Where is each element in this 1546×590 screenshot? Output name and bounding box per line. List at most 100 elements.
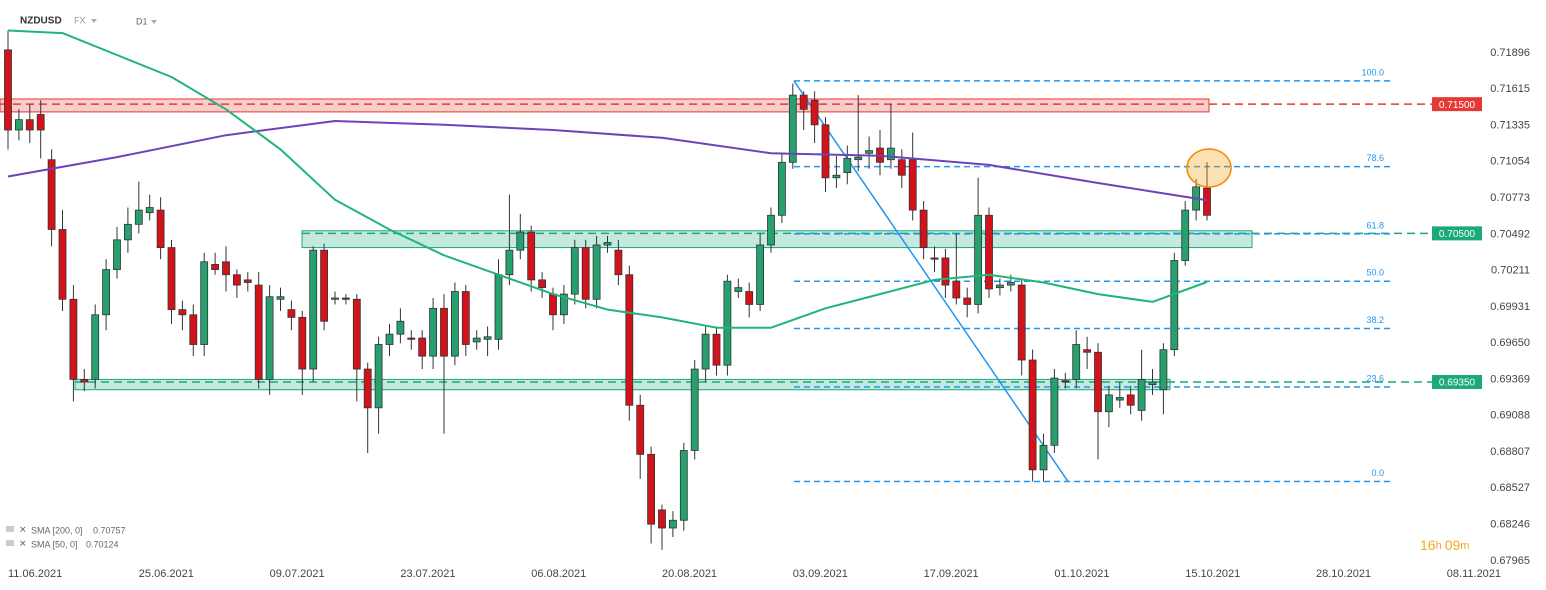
candle-body xyxy=(778,161,786,216)
candle-body xyxy=(1126,394,1135,406)
x-tick-label: 28.10.2021 xyxy=(1316,568,1371,580)
candle-body xyxy=(91,314,100,380)
candle-body xyxy=(69,298,78,380)
timeframe[interactable]: D1 xyxy=(136,16,148,26)
candle-body xyxy=(418,337,427,357)
candle-body xyxy=(1028,359,1037,471)
candle-body xyxy=(897,159,906,176)
candle-body xyxy=(756,244,765,305)
candle-body xyxy=(1148,381,1157,385)
candle-body xyxy=(745,291,754,305)
candle-body xyxy=(516,231,525,251)
candle-body xyxy=(58,229,67,300)
x-tick-label: 17.09.2021 xyxy=(924,568,979,580)
y-tick-label: 0.71054 xyxy=(1490,156,1530,168)
y-tick-label: 0.70773 xyxy=(1490,192,1530,204)
moving-averages xyxy=(7,29,1208,329)
candle-body xyxy=(538,279,547,289)
fib-label: 38.2 xyxy=(1366,315,1384,325)
candle-body xyxy=(810,99,819,126)
level-tag xyxy=(1432,226,1482,241)
legend-icon[interactable] xyxy=(6,526,14,532)
candle-body xyxy=(614,249,623,276)
candle-body xyxy=(843,158,852,174)
y-tick-label: 0.67965 xyxy=(1490,555,1530,567)
candle-body xyxy=(1105,394,1113,413)
candle-body xyxy=(658,509,666,529)
legend-close[interactable]: ✕ xyxy=(19,524,27,534)
candle-body xyxy=(1017,284,1026,361)
legend-close[interactable]: ✕ xyxy=(19,538,27,548)
candle-body xyxy=(1170,260,1179,351)
candle-body xyxy=(549,293,557,316)
candle-body xyxy=(1083,349,1092,353)
y-tick-label: 0.71335 xyxy=(1490,119,1530,131)
candle-body xyxy=(527,231,536,281)
x-tick-label: 23.07.2021 xyxy=(400,568,455,580)
candle-body xyxy=(36,114,45,131)
candle-body xyxy=(134,209,143,225)
candle-body xyxy=(472,337,481,343)
candle-body xyxy=(102,269,111,316)
candle-body xyxy=(952,280,961,299)
y-tick-label: 0.71896 xyxy=(1490,47,1530,59)
fib-label: 100.0 xyxy=(1361,67,1384,77)
dropdown-arrow[interactable] xyxy=(91,19,97,23)
candle-body xyxy=(222,261,230,276)
x-axis: 11.06.2021 25.06.2021 09.07.2021 23.07.2021… xyxy=(8,568,1501,580)
legend-value: 0.70124 xyxy=(86,539,119,549)
dropdown-arrow[interactable] xyxy=(151,20,157,24)
candle-body xyxy=(679,450,688,521)
countdown-minutes: 09 xyxy=(1445,537,1461,553)
candle-body xyxy=(407,337,416,340)
candle-body xyxy=(113,239,121,270)
candle-body xyxy=(996,284,1004,289)
candle-body xyxy=(788,94,797,163)
legend-icon[interactable] xyxy=(6,540,14,546)
fib-label: 0.0 xyxy=(1371,468,1384,478)
candle-body xyxy=(363,368,372,409)
y-tick-label: 0.68246 xyxy=(1490,519,1530,531)
candle-body xyxy=(396,320,405,335)
highlight-circle xyxy=(1186,148,1232,188)
candle-body xyxy=(592,244,601,300)
candle-body xyxy=(429,307,438,357)
candle-body xyxy=(309,249,318,370)
candle-body xyxy=(821,124,830,179)
candle-body xyxy=(647,453,656,525)
x-tick-label: 20.08.2021 xyxy=(662,568,717,580)
candle-body xyxy=(1115,397,1124,401)
countdown-unit: m xyxy=(1460,540,1469,552)
zone xyxy=(0,98,1210,113)
countdown: 16h 09m xyxy=(1420,537,1469,553)
fibonacci: 100.0 78.6 61.8 50.0 38.2 23.6 0.0 xyxy=(793,67,1392,483)
candles xyxy=(4,30,1211,550)
fib-label: 23.6 xyxy=(1366,373,1384,383)
candle-body xyxy=(974,214,983,305)
market: FX xyxy=(74,15,86,25)
symbol[interactable]: NZDUSD xyxy=(20,16,62,27)
level-label: 0.69350 xyxy=(1439,378,1476,389)
zone xyxy=(74,378,1171,391)
legend-label: SMA [200, 0] xyxy=(31,525,83,535)
x-tick-label: 09.07.2021 xyxy=(270,568,325,580)
candle-body xyxy=(581,247,590,300)
candle-body xyxy=(298,316,307,370)
candle-body xyxy=(25,119,34,131)
y-tick-label: 0.70211 xyxy=(1491,265,1530,277)
y-tick-label: 0.68807 xyxy=(1490,446,1530,458)
y-axis: 0.71896 0.71615 0.71335 0.71054 0.70773 0.704… xyxy=(1490,47,1530,567)
candle-body xyxy=(451,291,459,357)
candle-body xyxy=(570,247,579,295)
fib-label: 61.8 xyxy=(1366,220,1384,230)
y-tick-label: 0.71615 xyxy=(1490,83,1530,95)
y-tick-label: 0.70492 xyxy=(1490,228,1530,240)
candle-body xyxy=(331,297,339,300)
y-tick-label: 0.69650 xyxy=(1490,337,1530,349)
candle-body xyxy=(265,296,274,380)
candle-body xyxy=(178,309,187,316)
x-tick-label: 11.06.2021 xyxy=(8,568,62,580)
candle-body xyxy=(1094,351,1102,413)
x-tick-label: 25.06.2021 xyxy=(139,568,194,580)
